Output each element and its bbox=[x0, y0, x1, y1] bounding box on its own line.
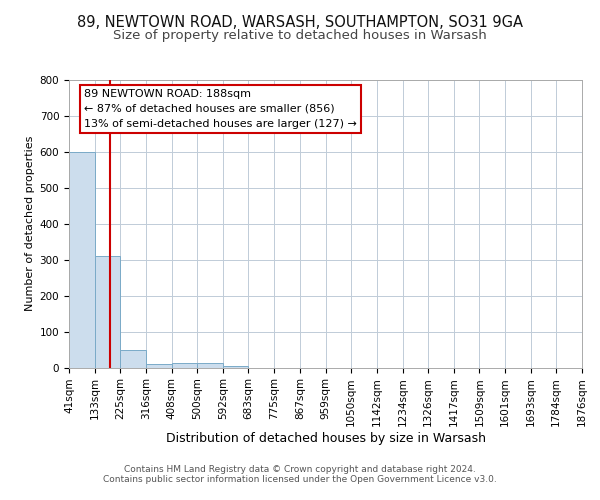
Text: 89, NEWTOWN ROAD, WARSASH, SOUTHAMPTON, SO31 9GA: 89, NEWTOWN ROAD, WARSASH, SOUTHAMPTON, … bbox=[77, 15, 523, 30]
Text: Size of property relative to detached houses in Warsash: Size of property relative to detached ho… bbox=[113, 30, 487, 43]
Y-axis label: Number of detached properties: Number of detached properties bbox=[25, 136, 35, 312]
Text: Contains HM Land Registry data © Crown copyright and database right 2024.: Contains HM Land Registry data © Crown c… bbox=[124, 464, 476, 473]
Text: 89 NEWTOWN ROAD: 188sqm
← 87% of detached houses are smaller (856)
13% of semi-d: 89 NEWTOWN ROAD: 188sqm ← 87% of detache… bbox=[84, 89, 357, 128]
Bar bbox=[223, 366, 248, 368]
Bar bbox=[95, 256, 121, 368]
Bar bbox=[121, 350, 146, 368]
Bar bbox=[197, 363, 223, 368]
Bar bbox=[172, 363, 197, 368]
X-axis label: Distribution of detached houses by size in Warsash: Distribution of detached houses by size … bbox=[166, 432, 485, 444]
Bar bbox=[69, 152, 95, 368]
Text: Contains public sector information licensed under the Open Government Licence v3: Contains public sector information licen… bbox=[103, 476, 497, 484]
Bar bbox=[146, 364, 172, 368]
